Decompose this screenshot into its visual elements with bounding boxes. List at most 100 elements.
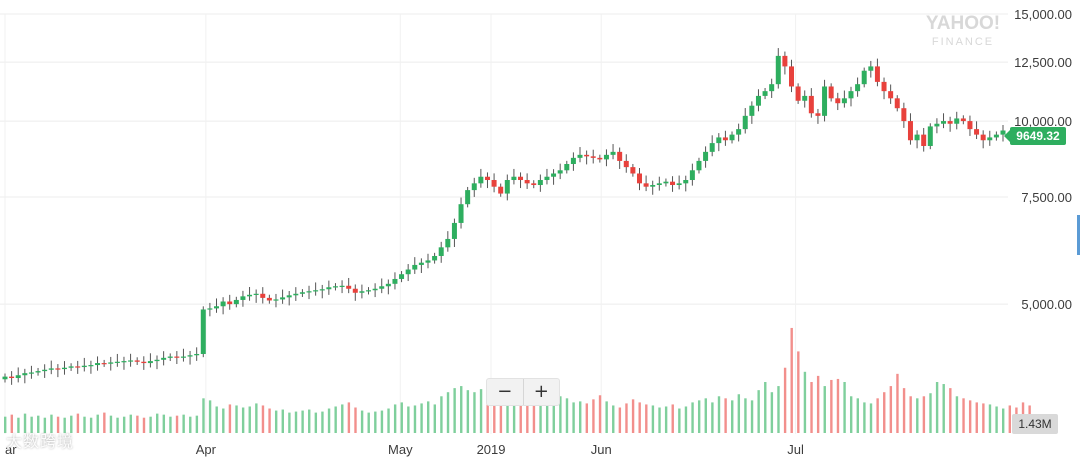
candle-body xyxy=(233,299,239,305)
candle-body xyxy=(874,66,880,82)
candle-body xyxy=(68,366,74,368)
volume-bar xyxy=(506,396,509,433)
candle-body xyxy=(947,121,953,124)
candle-body xyxy=(570,157,576,165)
volume-bar xyxy=(420,403,423,433)
candle-body xyxy=(881,81,887,92)
candle-body xyxy=(81,365,87,368)
volume-bar xyxy=(816,375,820,433)
side-panel-tab[interactable] xyxy=(1077,215,1080,255)
volume-bar xyxy=(797,351,800,433)
candle-body xyxy=(352,288,358,293)
candle-body xyxy=(855,84,861,92)
volume-bar xyxy=(122,416,126,433)
volume-bar xyxy=(440,396,443,433)
y-tick-label: 15,000.00 xyxy=(1014,7,1072,22)
volume-bar xyxy=(803,371,807,433)
volume-bar xyxy=(354,407,357,433)
volume-bar xyxy=(23,413,27,433)
volume-bar xyxy=(955,396,959,433)
volume-bar xyxy=(982,403,985,433)
volume-bar xyxy=(849,396,853,433)
candle-body xyxy=(88,365,94,367)
candle-body xyxy=(42,369,48,372)
volume-bar xyxy=(175,415,179,433)
candle-body xyxy=(451,222,457,239)
volume-bar xyxy=(235,405,238,433)
candle-body xyxy=(458,204,464,223)
volume-bar xyxy=(975,402,978,433)
volume-bar xyxy=(261,405,265,433)
volume-bar xyxy=(631,399,635,433)
volume-bar xyxy=(929,393,932,433)
volume-bar xyxy=(156,413,159,433)
candle-body xyxy=(974,129,980,135)
volume-bar xyxy=(268,408,271,433)
volume-bar xyxy=(764,382,767,433)
volume-bar xyxy=(922,396,926,433)
volume-bar xyxy=(4,416,7,433)
candle-body xyxy=(782,55,788,67)
candle-body xyxy=(478,176,484,184)
candle-body xyxy=(524,180,530,184)
candlesticks xyxy=(2,48,1006,385)
volume-bar xyxy=(208,400,212,433)
volume-bar xyxy=(678,408,681,433)
candle-body xyxy=(934,123,940,127)
volume-bar xyxy=(618,407,622,433)
yahoo-finance-logo-sub: FINANCE xyxy=(932,36,994,48)
volume-bar xyxy=(810,382,813,433)
candle-body xyxy=(921,134,927,146)
volume-bar xyxy=(486,384,489,433)
candle-body xyxy=(736,129,742,135)
candle-body xyxy=(399,274,405,279)
volume-bar xyxy=(638,402,641,433)
candle-body xyxy=(775,55,781,85)
candle-body xyxy=(901,108,907,122)
volume-bar xyxy=(56,416,60,433)
volume-bar xyxy=(327,408,331,433)
candle-body xyxy=(769,84,775,92)
zoom-out-button[interactable]: − xyxy=(487,379,523,405)
candle-body xyxy=(789,66,795,87)
volume-bar xyxy=(869,403,873,433)
candle-body xyxy=(967,121,973,130)
yahoo-finance-logo: YAHOO! xyxy=(926,13,1000,34)
candle-body xyxy=(438,247,444,256)
volume-bar xyxy=(572,402,575,433)
candle-body xyxy=(75,366,81,368)
volume-bar xyxy=(393,404,397,433)
candle-body xyxy=(551,173,557,177)
candle-body xyxy=(366,290,372,292)
candle-body xyxy=(987,137,993,141)
candle-body xyxy=(15,375,21,379)
volume-bar xyxy=(770,392,774,433)
candle-body xyxy=(894,98,900,109)
volume-bar xyxy=(823,386,826,433)
candle-body xyxy=(822,86,828,116)
candle-body xyxy=(319,289,325,291)
volume-bar xyxy=(889,386,893,433)
candle-body xyxy=(630,167,636,174)
candle-body xyxy=(914,134,920,141)
candle-body xyxy=(742,115,748,130)
candle-body xyxy=(432,255,438,261)
volume-bar xyxy=(592,399,595,433)
candle-body xyxy=(266,297,272,301)
volume-bar xyxy=(70,415,73,433)
zoom-in-button[interactable]: + xyxy=(524,379,560,405)
candle-body xyxy=(372,288,378,291)
candle-body xyxy=(180,356,186,358)
candle-body xyxy=(147,361,153,364)
candle-body xyxy=(861,70,867,85)
volume-bar xyxy=(453,388,456,433)
volume-bar xyxy=(387,408,390,433)
candle-body xyxy=(696,160,702,171)
candle-body xyxy=(28,372,34,374)
volume-bar xyxy=(241,407,245,433)
volume-bar xyxy=(479,389,483,433)
candle-body xyxy=(656,183,662,186)
volume-bar xyxy=(598,395,602,433)
volume-bar xyxy=(255,403,258,433)
